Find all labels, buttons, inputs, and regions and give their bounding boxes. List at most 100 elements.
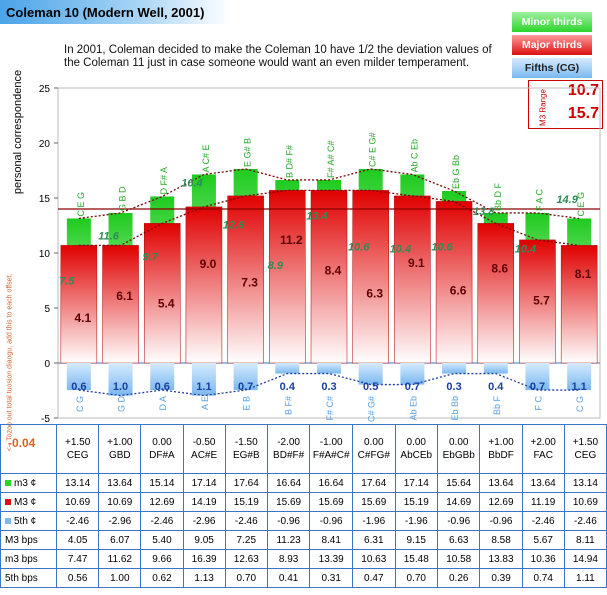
minor-bps-label: 12.6 (223, 219, 245, 231)
table-cell: 1.13 (182, 568, 226, 588)
minor-bps-label: 13.4 (306, 211, 327, 223)
column-offset: +1.00 (107, 437, 133, 448)
table-column-header: -1.00 F#A#C# (309, 424, 354, 474)
major-bps-label: 7.3 (241, 276, 258, 290)
table-column-header: -0.50 AC#E (182, 424, 226, 474)
y-tick-label: 0 (44, 359, 50, 370)
table-cell: 7.25 (224, 530, 268, 550)
table-column-header: -2.00 BD#F# (266, 424, 311, 474)
table-cell: 17.64 (352, 473, 396, 493)
column-chord: AbCEb (400, 450, 433, 461)
minor-bps-label: 7.5 (59, 276, 75, 288)
major-bps-label: 6.1 (116, 289, 133, 303)
minor-bps-label: 10.4 (390, 244, 411, 256)
minor-bps-label: 13.8 (473, 206, 495, 218)
table-cell: 13.14 (563, 473, 607, 493)
major-third-bar (269, 190, 306, 364)
major-third-bar (435, 201, 473, 364)
major-bps-label: 8.6 (491, 261, 508, 275)
chord-bottom-label: Ab Eb (408, 396, 418, 421)
table-cell: 12.63 (224, 549, 268, 569)
major-bps-label: 4.1 (75, 311, 92, 325)
table-cell: 10.69 (56, 492, 100, 512)
fifth-bar (358, 363, 383, 385)
major-bps-label: 9.0 (200, 257, 217, 271)
fifth-bps-label: 0.7 (238, 381, 253, 393)
column-offset: 0.00 (152, 437, 172, 448)
minor-bps-label: 10.6 (348, 241, 370, 253)
fifth-bar (400, 363, 425, 385)
table-cell: 16.64 (266, 473, 311, 493)
chord-bottom-label: B F# (283, 396, 293, 415)
major-bps-label: 5.7 (533, 293, 550, 307)
fifth-bar (567, 363, 592, 391)
table-header-row: +1.50 CEG +1.00 GBD 0.00 DF#A -0.50 AC#E -1.50 EG… (0, 424, 607, 474)
table-column-header: +1.50 CEG (56, 424, 100, 474)
column-chord: BD#F# (273, 450, 305, 461)
major-third-bar (352, 190, 389, 364)
column-offset: 0.00 (406, 437, 426, 448)
column-chord: EbGBb (442, 450, 475, 461)
chord-top-label: D F# A (159, 167, 169, 195)
y-tick-label: -5 (41, 414, 50, 424)
chord-bottom-label: C G (75, 396, 85, 412)
chord-top-label: C E G (576, 192, 586, 217)
chord-top-label: Bb D F (493, 182, 503, 211)
chord-top-label: F# A# C# (326, 140, 336, 178)
table-cell: -2.46 (140, 511, 184, 531)
table-column-header: -1.50 EG#B (224, 424, 268, 474)
table-cell: 10.69 (563, 492, 607, 512)
column-chord: FAC (533, 450, 553, 461)
row-label: M3 ¢ (0, 492, 58, 512)
row-swatch (5, 517, 11, 524)
table-row: M3 ¢ 10.69 10.69 12.69 14.19 15.19 15.69 15.69 1… (0, 492, 607, 512)
table-cell: 0.39 (479, 568, 523, 588)
chord-bottom-label: D A (158, 396, 168, 411)
fifth-bps-label: 0.4 (488, 381, 504, 393)
row-label-text: m3 ¢ (14, 477, 37, 489)
chord-bottom-label: Eb Bb (450, 396, 460, 421)
chord-top-label: Ab C Eb (409, 139, 419, 173)
major-third-bar (143, 223, 181, 364)
column-chord: DF#A (149, 450, 175, 461)
major-bps-label: 6.3 (366, 287, 383, 301)
major-third-bar (185, 206, 223, 364)
minor-bps-label: 10.6 (431, 241, 453, 253)
y-tick-label: 10 (39, 249, 51, 260)
table-cell: -2.46 (521, 511, 565, 531)
table-cell: 13.64 (98, 473, 142, 493)
major-third-bar (477, 223, 515, 364)
major-bps-label: 6.6 (450, 283, 467, 297)
row-label-text: 5th ¢ (14, 515, 37, 527)
chart-plot: -5 0 5 10 15 20 25 C E G 7.5 4.1 0.6 C G G B D 11.6 6.… (39, 84, 601, 424)
chord-bottom-label: Bb F (492, 396, 502, 416)
major-bps-label: 5.4 (158, 297, 175, 311)
fifth-bps-label: 0.3 (321, 381, 336, 393)
y-tick-label: 20 (39, 139, 51, 150)
fifth-bar (442, 363, 467, 374)
row-label: m3 bps (0, 549, 58, 569)
table-cell: 12.69 (479, 492, 523, 512)
column-chord: BbDF (488, 450, 514, 461)
fifth-bar (108, 363, 133, 396)
table-cell: 13.64 (479, 473, 523, 493)
table-cell: 0.31 (309, 568, 354, 588)
table-cell: -2.96 (98, 511, 142, 531)
fifth-bar (191, 363, 216, 396)
fifth-bar (275, 363, 300, 374)
fifth-bps-label: 0.7 (405, 381, 420, 393)
table-row: m3 ¢ 13.14 13.64 15.14 17.14 17.64 16.64 16.64 1… (0, 473, 607, 493)
fifth-bps-label: 1.1 (196, 381, 211, 393)
chord-top-label: A C# E (201, 144, 211, 172)
column-offset: +2.00 (530, 437, 556, 448)
y-tick-label: 25 (39, 84, 51, 95)
minor-bps-label: 8.9 (268, 260, 284, 272)
row-label-text: M3 bps (5, 534, 38, 546)
column-chord: F#A#C# (312, 450, 350, 461)
chart-title: Coleman 10 (Modern Well, 2001) (6, 5, 205, 20)
column-offset: +1.50 (572, 437, 599, 448)
table-cell: 17.14 (182, 473, 226, 493)
fifth-trend-line (78, 372, 580, 397)
table-cell: 0.62 (140, 568, 184, 588)
table-cell: -2.96 (182, 511, 226, 531)
